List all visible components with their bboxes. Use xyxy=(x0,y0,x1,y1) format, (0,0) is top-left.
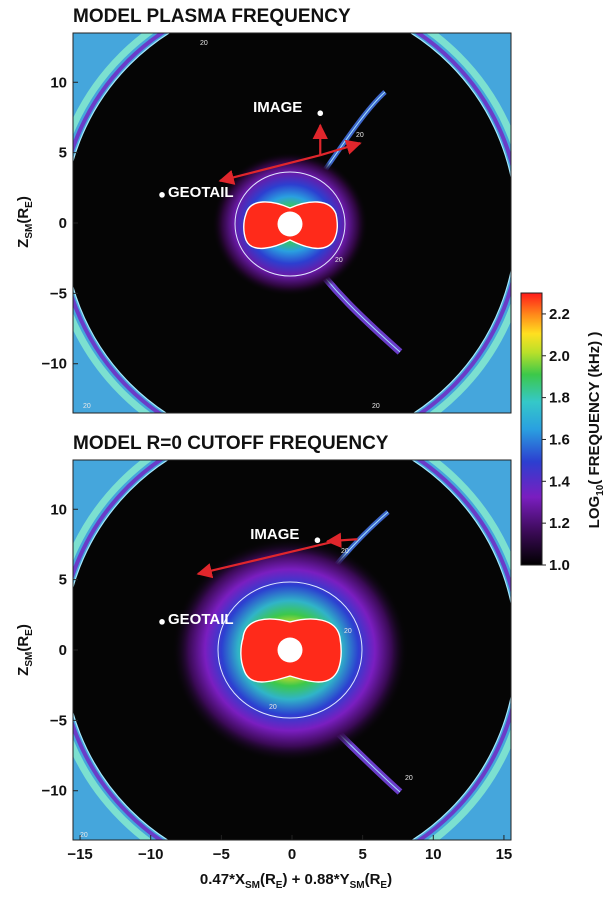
y-tick-label: −10 xyxy=(42,356,67,373)
spacecraft-marker xyxy=(317,110,324,117)
y-tick-label: −10 xyxy=(42,783,67,800)
spacecraft-marker xyxy=(314,537,321,544)
y-tick-label: −5 xyxy=(50,285,67,302)
arrow xyxy=(325,532,358,548)
panel-title: MODEL PLASMA FREQUENCY xyxy=(73,6,351,27)
spacecraft-marker xyxy=(159,619,165,625)
colorbar-tick-label: 2.0 xyxy=(549,348,570,365)
y-axis: 10 5 0 −5 −10 xyxy=(42,501,78,800)
colorbar-tick-label: 1.4 xyxy=(549,473,571,490)
colorbar-tick-label: 2.2 xyxy=(549,306,570,323)
arrow xyxy=(319,139,362,157)
y-tick-label: 10 xyxy=(50,501,67,518)
spacecraft-label: IMAGE xyxy=(250,526,299,543)
x-tick-label: 10 xyxy=(425,846,442,863)
colorbar-tick-label: 1.6 xyxy=(549,431,570,448)
spacecraft-label: GEOTAIL xyxy=(168,611,234,628)
contour-label: 20 xyxy=(356,132,364,139)
contour-label: 20 xyxy=(344,628,352,635)
colorbar-tick-label: 1.2 xyxy=(549,515,570,532)
y-tick-label: −5 xyxy=(50,712,67,729)
contour-label: 20 xyxy=(80,832,88,839)
plot-area-cutoff xyxy=(73,460,511,840)
colorbar-label: LOG10( FREQUENCY (kHz) ) xyxy=(586,332,606,529)
y-tick-label: 0 xyxy=(59,215,67,232)
spacecraft-label: GEOTAIL xyxy=(168,184,234,201)
contour-label: 20 xyxy=(269,704,277,711)
x-axis-label: 0.47*XSM(RE) + 0.88*YSM(RE) xyxy=(200,871,392,891)
earth xyxy=(277,637,303,663)
x-tick-label: 15 xyxy=(496,846,513,863)
y-tick-label: 5 xyxy=(59,145,67,162)
x-tick-label: −5 xyxy=(213,846,230,863)
contour-label: 20 xyxy=(341,548,349,555)
plot-area-plasma xyxy=(73,33,511,413)
y-tick-label: 0 xyxy=(59,642,67,659)
spacecraft-label: IMAGE xyxy=(253,99,302,116)
contour-inner xyxy=(234,171,346,277)
y-tick-label: 10 xyxy=(50,74,67,91)
panel-title: MODEL R=0 CUTOFF FREQUENCY xyxy=(73,433,389,454)
earth xyxy=(277,211,303,237)
x-tick-label: 0 xyxy=(288,846,296,863)
arrow xyxy=(218,154,321,185)
contour-label: 20 xyxy=(405,775,413,782)
contour-label: 20 xyxy=(372,403,380,410)
overlay-plasma: 20 20 20 20 20 IMAGE GEOTAIL xyxy=(83,40,380,410)
x-tick-label: −15 xyxy=(67,846,92,863)
colorbar xyxy=(520,292,543,566)
contour-label: 20 xyxy=(200,40,208,47)
x-tick-label: 5 xyxy=(358,846,366,863)
colorbar-ticks: 2.2 2.0 1.8 1.6 1.4 1.2 1.0 xyxy=(542,306,571,574)
colorbar-tick-label: 1.8 xyxy=(549,390,570,407)
colorbar-tick-label: 1.0 xyxy=(549,557,570,574)
x-tick-label: −10 xyxy=(138,846,163,863)
y-axis: 10 5 0 −5 −10 xyxy=(42,74,78,373)
x-axis: −15 −10 −5 0 5 10 15 xyxy=(67,835,512,863)
y-axis-label: ZSM(RE) xyxy=(15,624,35,676)
y-axis-label: ZSM(RE) xyxy=(15,196,35,248)
contour-label: 20 xyxy=(83,403,91,410)
y-tick-label: 5 xyxy=(59,572,67,589)
overlay-cutoff: 20 20 20 20 20 IMAGE GEOTAIL xyxy=(80,526,413,839)
contour-inner xyxy=(217,581,363,719)
arrow xyxy=(196,541,332,579)
contour-label: 20 xyxy=(335,257,343,264)
spacecraft-marker xyxy=(159,192,165,198)
